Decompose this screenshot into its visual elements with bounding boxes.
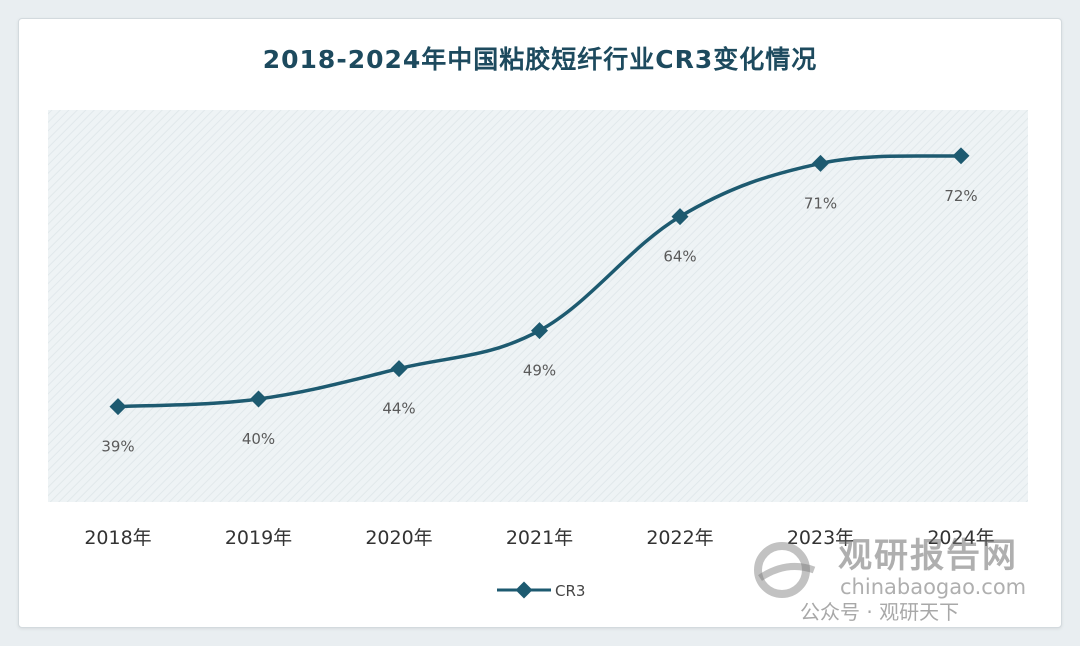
watermark-logo-icon [754,542,816,598]
data-point-4 [671,208,689,226]
data-point-1 [250,390,267,408]
watermark-account: 公众号 · 观研天下 [800,600,960,624]
data-point-3 [531,322,548,340]
watermark-url: chinabaogao.com [840,575,1027,599]
data-point-0 [109,398,127,416]
plot-area [48,110,1028,502]
x-tick-label-2: 2020年 [365,527,432,549]
data-point-2 [390,360,408,378]
x-tick-label-6: 2024年 [927,527,994,549]
data-label-1: 40% [242,430,275,448]
legend-marker [515,581,533,599]
data-label-6: 72% [944,187,977,205]
watermark-brand: 观研报告网 [838,536,1018,576]
data-point-5 [812,154,829,172]
data-label-0: 39% [101,438,134,456]
legend-label: CR3 [555,582,585,600]
data-label-4: 64% [663,248,696,266]
x-tick-label-4: 2022年 [646,527,713,549]
x-tick-label-0: 2018年 [84,527,151,549]
data-label-5: 71% [804,194,837,212]
x-tick-label-5: 2023年 [787,527,854,549]
x-tick-label-3: 2021年 [506,527,573,549]
legend: CR3 [497,581,585,600]
x-tick-label-1: 2019年 [225,527,292,549]
chart-title: 2018-2024年中国粘胶短纤行业CR3变化情况 [262,45,818,74]
data-label-3: 49% [523,362,556,380]
data-point-6 [952,147,970,165]
data-label-2: 44% [382,400,415,418]
